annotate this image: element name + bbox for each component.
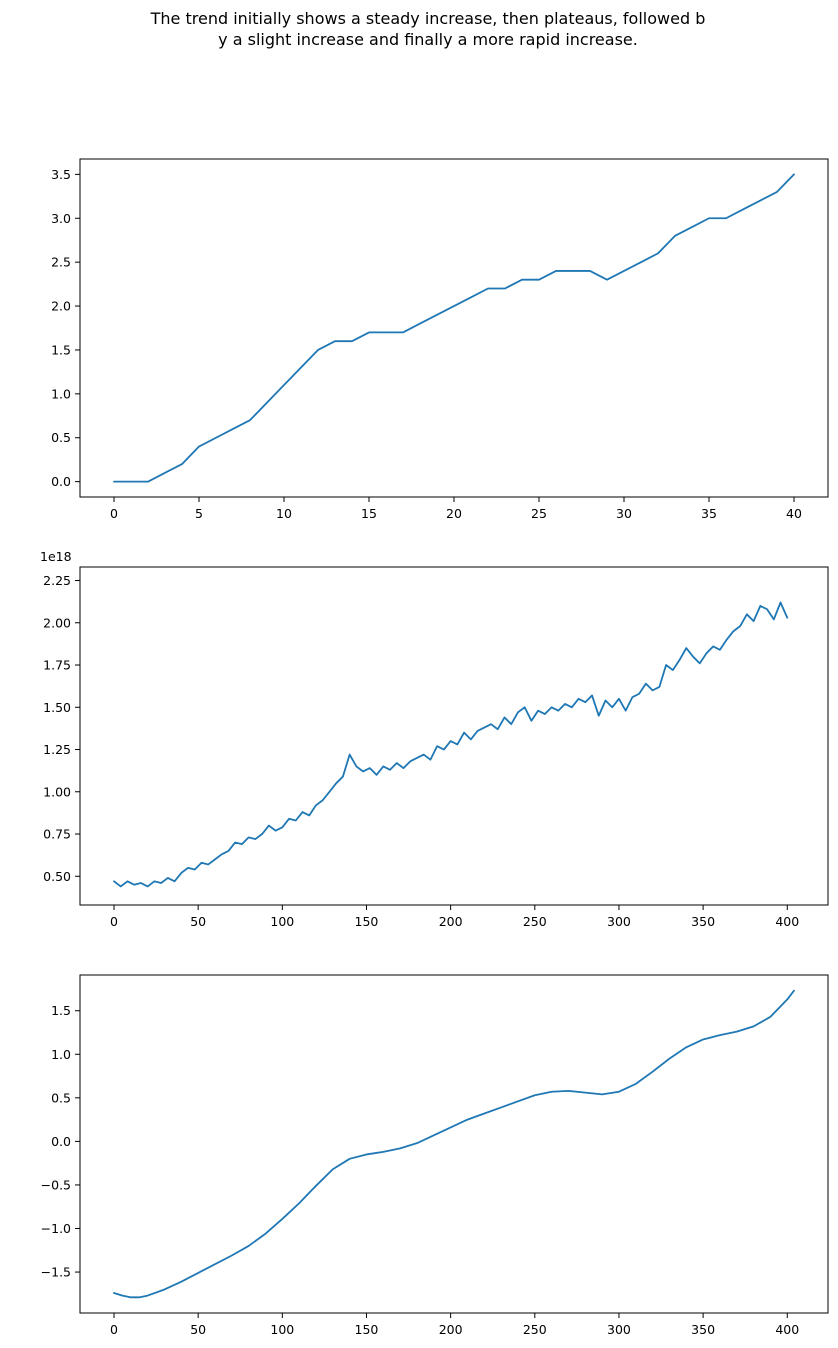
y-tick-label: −1.5 bbox=[41, 1265, 71, 1280]
y-tick-label: 1.5 bbox=[51, 342, 71, 357]
y-tick-label: 0.50 bbox=[43, 869, 71, 884]
x-tick-label: 400 bbox=[775, 914, 799, 929]
x-tick-label: 350 bbox=[691, 914, 715, 929]
y-tick-label: 2.5 bbox=[51, 255, 71, 270]
y-tick-label: 3.0 bbox=[51, 211, 71, 226]
series-line-0 bbox=[113, 601, 789, 888]
x-tick-label: 200 bbox=[439, 1322, 463, 1337]
y-tick-label: 0.75 bbox=[43, 827, 71, 842]
y-tick-label: 1.25 bbox=[43, 742, 71, 757]
y-offset-label: 1e18 bbox=[40, 549, 72, 564]
y-tick-label: 1.00 bbox=[43, 784, 71, 799]
y-tick-label: 0.5 bbox=[51, 430, 71, 445]
x-tick-label: 35 bbox=[701, 506, 717, 521]
x-tick-label: 250 bbox=[523, 1322, 547, 1337]
series-line-0 bbox=[113, 173, 795, 483]
y-tick-label: 2.0 bbox=[51, 299, 71, 314]
axes-frame bbox=[79, 974, 829, 1314]
y-tick-label: 1.5 bbox=[51, 1003, 71, 1018]
y-tick-label: 1.0 bbox=[51, 1047, 71, 1062]
x-tick-label: 50 bbox=[190, 1322, 206, 1337]
x-tick-label: 20 bbox=[446, 506, 462, 521]
x-tick-label: 250 bbox=[523, 914, 547, 929]
x-tick-label: 15 bbox=[361, 506, 377, 521]
series-line-0 bbox=[113, 989, 795, 1299]
x-tick-label: 150 bbox=[355, 1322, 379, 1337]
y-tick-label: 0.0 bbox=[51, 1134, 71, 1149]
x-tick-label: 5 bbox=[195, 506, 203, 521]
y-tick-label: 1.75 bbox=[43, 658, 71, 673]
x-tick-label: 300 bbox=[607, 914, 631, 929]
x-tick-label: 200 bbox=[439, 914, 463, 929]
axes-frame bbox=[79, 566, 829, 906]
y-tick-label: −1.0 bbox=[41, 1221, 71, 1236]
x-tick-label: 10 bbox=[276, 506, 292, 521]
x-tick-label: 150 bbox=[355, 914, 379, 929]
x-tick-label: 350 bbox=[691, 1322, 715, 1337]
x-tick-label: 50 bbox=[190, 914, 206, 929]
chart-panel-middle: 0 50 100 150 200 250 300 350 400 0.50 0.75 1.00 1.25… bbox=[40, 549, 829, 929]
chart-panel-top: 0 5 10 15 20 25 30 35 40 0.0 0.5 1.0 1.5 2.0 2.5 3.0 3.5 bbox=[51, 158, 829, 521]
y-tick-label: −0.5 bbox=[41, 1177, 71, 1192]
x-tick-label: 300 bbox=[607, 1322, 631, 1337]
figure-title-line-2: y a slight increase and finally a more r… bbox=[218, 30, 638, 49]
x-tick-label: 0 bbox=[110, 914, 118, 929]
figure-title-line-1: The trend initially shows a steady incre… bbox=[150, 9, 706, 28]
x-tick-label: 30 bbox=[616, 506, 632, 521]
x-tick-label: 25 bbox=[531, 506, 547, 521]
x-tick-label: 100 bbox=[270, 914, 294, 929]
x-tick-label: 100 bbox=[270, 1322, 294, 1337]
y-tick-label: 1.0 bbox=[51, 386, 71, 401]
y-tick-label: 0.5 bbox=[51, 1090, 71, 1105]
y-tick-label: 3.5 bbox=[51, 167, 71, 182]
chart-panel-bottom: 0 50 100 150 200 250 300 350 400 −1.5 −1.0 −0.5 0.0 0… bbox=[41, 974, 829, 1337]
x-tick-label: 400 bbox=[775, 1322, 799, 1337]
x-tick-label: 0 bbox=[110, 1322, 118, 1337]
y-tick-label: 2.25 bbox=[43, 573, 71, 588]
x-tick-label: 40 bbox=[786, 506, 802, 521]
x-tick-label: 0 bbox=[110, 506, 118, 521]
y-tick-label: 2.00 bbox=[43, 615, 71, 630]
y-tick-label: 0.0 bbox=[51, 474, 71, 489]
y-tick-label: 1.50 bbox=[43, 700, 71, 715]
